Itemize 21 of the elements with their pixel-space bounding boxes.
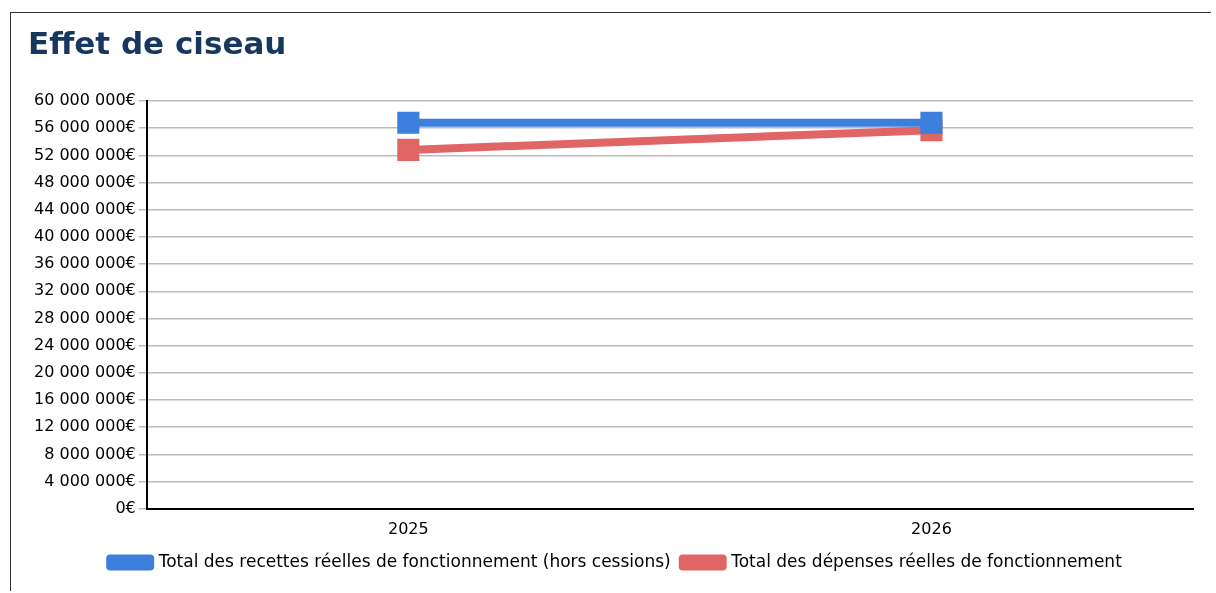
y-tick-label: 32 000 000€	[33, 280, 136, 300]
legend-label: Total des dépenses réelles de fonctionnement	[730, 550, 1123, 571]
y-tick-label: 12 000 000€	[33, 416, 136, 436]
x-tick-label: 2025	[387, 518, 429, 538]
legend-label: Total des recettes réelles de fonctionnement (hors cessions)	[157, 550, 671, 571]
y-tick-label: 16 000 000€	[33, 389, 136, 409]
y-tick-label: 56 000 000€	[33, 117, 136, 137]
y-tick-label: 20 000 000€	[33, 362, 136, 382]
y-tick-label: 52 000 000€	[33, 144, 136, 164]
y-tick-label: 8 000 000€	[44, 443, 136, 463]
y-tick-label: 44 000 000€	[33, 198, 136, 218]
y-tick-label: 60 000 000€	[33, 90, 136, 110]
x-tick-label: 2026	[911, 518, 952, 538]
y-tick-label: 36 000 000€	[33, 253, 136, 273]
y-tick-label: 48 000 000€	[33, 171, 136, 191]
y-tick-label: 0€	[115, 497, 136, 517]
y-tick-label: 4 000 000€	[44, 470, 136, 490]
chart-title: Effet de ciseau	[28, 25, 287, 61]
y-tick-label: 40 000 000€	[33, 226, 136, 246]
y-tick-label: 28 000 000€	[33, 307, 136, 327]
y-tick-label: 24 000 000€	[33, 334, 136, 354]
